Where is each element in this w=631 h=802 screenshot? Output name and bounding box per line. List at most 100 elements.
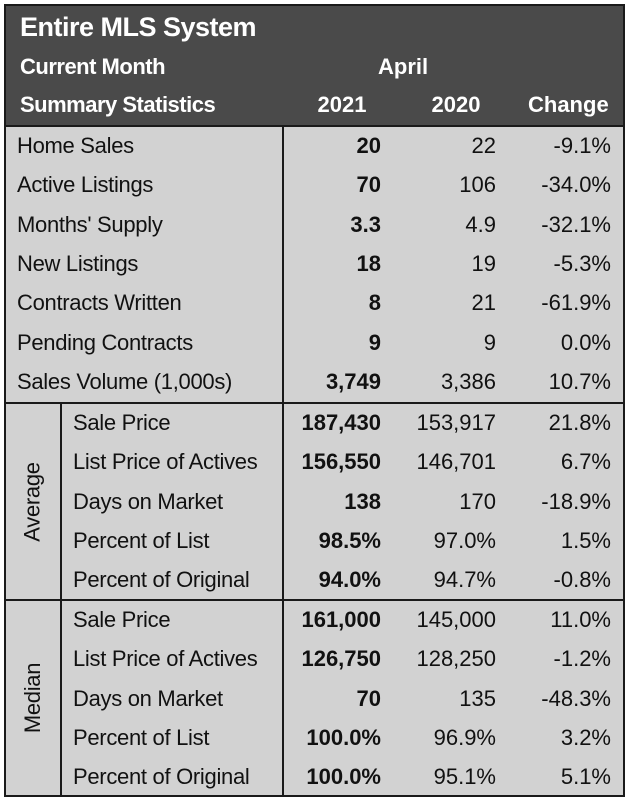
group-divider bbox=[60, 404, 62, 599]
table-row: List Price of Actives 156,550 146,701 6.7% bbox=[6, 443, 623, 482]
value-2021: 9 bbox=[368, 329, 381, 355]
stats-table: Entire MLS System Current Month Summary … bbox=[4, 4, 625, 797]
value-2021: 161,000 bbox=[301, 607, 381, 632]
row-label: Pending Contracts bbox=[17, 329, 193, 355]
value-2020: 106 bbox=[459, 172, 496, 198]
table-title: Entire MLS System bbox=[20, 12, 257, 42]
value-2020: 135 bbox=[459, 685, 496, 711]
value-2020: 95.1% bbox=[433, 764, 496, 790]
value-change: -1.2% bbox=[553, 646, 611, 672]
value-change: -0.8% bbox=[553, 567, 611, 593]
value-2020: 146,701 bbox=[416, 449, 496, 475]
table-row: Days on Market 138 170 -18.9% bbox=[6, 483, 623, 522]
average-section: Average Sale Price 187,430 153,917 21.8% Lis… bbox=[6, 402, 623, 599]
value-2021: 138 bbox=[344, 488, 381, 514]
column-header-2020: 2020 bbox=[431, 92, 481, 117]
value-2021: 187,430 bbox=[301, 410, 381, 435]
table-row: Home Sales 20 22 -9.1% bbox=[6, 127, 623, 166]
value-change: 1.5% bbox=[560, 527, 611, 553]
value-2021: 100.0% bbox=[306, 764, 381, 790]
value-change: -34.0% bbox=[541, 172, 611, 198]
column-divider bbox=[282, 404, 284, 599]
value-change: 10.7% bbox=[548, 368, 611, 394]
row-label: List Price of Actives bbox=[73, 449, 258, 475]
value-2021: 3,749 bbox=[325, 368, 381, 394]
month-label: April bbox=[378, 54, 429, 79]
table-row: Active Listings 70 106 -34.0% bbox=[6, 166, 623, 205]
table-row: Percent of Original 94.0% 94.7% -0.8% bbox=[6, 561, 623, 600]
value-2020: 145,000 bbox=[416, 607, 496, 632]
table-row: List Price of Actives 126,750 128,250 -1.2% bbox=[6, 640, 623, 679]
value-2020: 21 bbox=[471, 290, 496, 316]
value-2020: 4.9 bbox=[465, 211, 496, 237]
row-label: Percent of List bbox=[73, 724, 210, 750]
value-2021: 94.0% bbox=[318, 567, 381, 593]
value-change: -18.9% bbox=[541, 488, 611, 514]
table-row: New Listings 18 19 -5.3% bbox=[6, 245, 623, 284]
value-2020: 97.0% bbox=[433, 527, 496, 553]
summary-label: Summary Statistics bbox=[20, 92, 216, 117]
value-change: 0.0% bbox=[560, 329, 611, 355]
value-change: 6.7% bbox=[560, 449, 611, 475]
row-label: List Price of Actives bbox=[73, 646, 258, 672]
row-label: Percent of Original bbox=[73, 567, 250, 593]
value-2021: 18 bbox=[356, 250, 381, 276]
value-2021: 70 bbox=[356, 172, 381, 198]
value-change: 11.0% bbox=[550, 607, 611, 632]
row-label: Percent of List bbox=[73, 527, 210, 553]
value-2021: 20 bbox=[356, 133, 381, 158]
column-divider bbox=[282, 127, 284, 402]
value-change: -32.1% bbox=[541, 211, 611, 237]
group-divider bbox=[60, 601, 62, 795]
row-label: Sale Price bbox=[73, 410, 171, 435]
row-label: Sales Volume (1,000s) bbox=[17, 368, 233, 394]
table-row: Pending Contracts 9 9 0.0% bbox=[6, 324, 623, 363]
value-2020: 96.9% bbox=[433, 724, 496, 750]
row-label: Sale Price bbox=[73, 607, 171, 632]
value-change: -48.3% bbox=[541, 685, 611, 711]
table-row: Sale Price 161,000 145,000 11.0% bbox=[6, 601, 623, 640]
value-2021: 70 bbox=[356, 685, 381, 711]
table-row: Days on Market 70 135 -48.3% bbox=[6, 680, 623, 719]
row-label: Home Sales bbox=[17, 133, 134, 158]
table-row: Percent of List 100.0% 96.9% 3.2% bbox=[6, 719, 623, 758]
value-change: 3.2% bbox=[560, 724, 611, 750]
value-2020: 3,386 bbox=[440, 368, 496, 394]
value-2021: 156,550 bbox=[301, 449, 381, 475]
table-row: Sales Volume (1,000s) 3,749 3,386 10.7% bbox=[6, 363, 623, 402]
table-row: Months' Supply 3.3 4.9 -32.1% bbox=[6, 206, 623, 245]
value-2020: 94.7% bbox=[433, 567, 496, 593]
value-change: -5.3% bbox=[553, 250, 611, 276]
row-label: New Listings bbox=[17, 250, 139, 276]
column-header-2021: 2021 bbox=[317, 92, 367, 117]
value-2021: 126,750 bbox=[301, 646, 381, 672]
value-change: -9.1% bbox=[553, 133, 611, 158]
column-header-change: Change bbox=[528, 92, 609, 117]
table-row: Percent of Original 100.0% 95.1% 5.1% bbox=[6, 758, 623, 797]
table-row: Percent of List 98.5% 97.0% 1.5% bbox=[6, 522, 623, 561]
value-2021: 100.0% bbox=[306, 724, 381, 750]
row-label: Contracts Written bbox=[17, 290, 182, 316]
row-label: Days on Market bbox=[73, 488, 223, 514]
row-label: Months' Supply bbox=[17, 211, 163, 237]
row-label: Percent of Original bbox=[73, 764, 250, 790]
table-row: Sale Price 187,430 153,917 21.8% bbox=[6, 404, 623, 443]
summary-section: Home Sales 20 22 -9.1% Active Listings 70 106 -… bbox=[6, 125, 623, 402]
value-change: 21.8% bbox=[548, 410, 611, 435]
value-2021: 8 bbox=[368, 290, 381, 316]
value-2020: 153,917 bbox=[416, 410, 496, 435]
value-2021: 98.5% bbox=[318, 527, 381, 553]
table-row: Contracts Written 8 21 -61.9% bbox=[6, 284, 623, 323]
value-2021: 3.3 bbox=[350, 211, 381, 237]
value-2020: 128,250 bbox=[416, 646, 496, 672]
value-change: 5.1% bbox=[560, 764, 611, 790]
row-label: Days on Market bbox=[73, 685, 223, 711]
value-2020: 170 bbox=[459, 488, 496, 514]
value-2020: 9 bbox=[483, 329, 496, 355]
value-change: -61.9% bbox=[541, 290, 611, 316]
median-section: Median Sale Price 161,000 145,000 11.0% List… bbox=[6, 599, 623, 795]
value-2020: 22 bbox=[471, 133, 496, 158]
row-label: Active Listings bbox=[17, 172, 154, 198]
column-divider bbox=[282, 601, 284, 795]
value-2020: 19 bbox=[471, 250, 496, 276]
